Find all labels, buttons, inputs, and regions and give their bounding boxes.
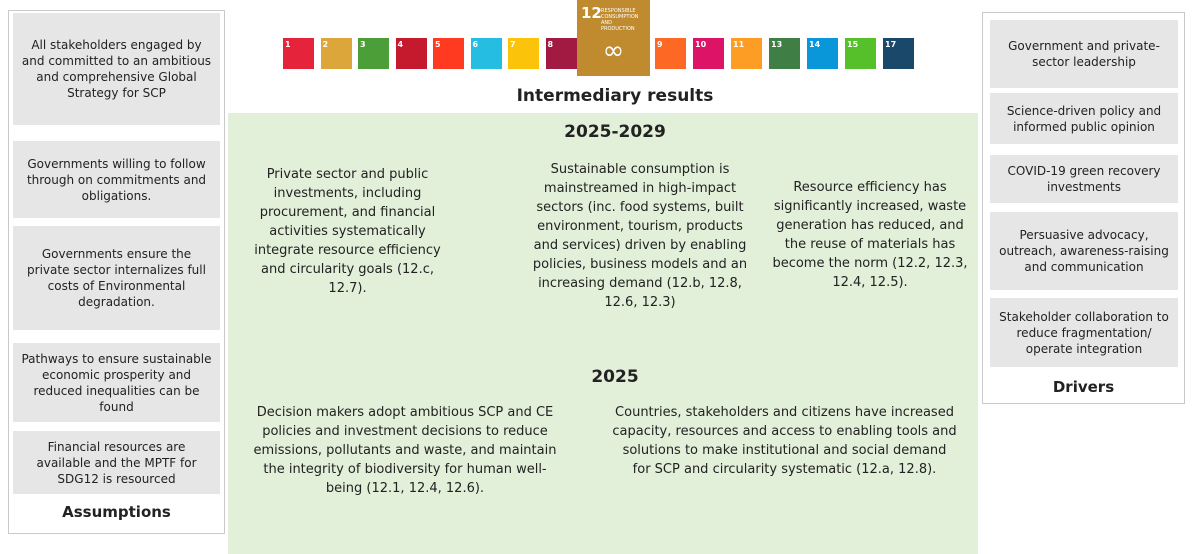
assumption-box: Financial resources are available and th… <box>13 431 220 494</box>
result-text: Private sector and public investments, i… <box>254 167 441 296</box>
driver-box: Stakeholder collaboration to reduce frag… <box>990 298 1178 367</box>
assumption-box: Pathways to ensure sustainable economic … <box>13 343 220 422</box>
results-title: Intermediary results <box>516 86 714 106</box>
period-heading: 2025-2029 <box>564 122 666 142</box>
sdg-label: RESPONSIBLE CONSUMPTION AND PRODUCTION <box>601 8 639 32</box>
sdg-symbol: ∞ <box>602 36 625 66</box>
assumption-box: Governments ensure the private sector in… <box>13 226 220 330</box>
result-text: Resource efficiency has significantly in… <box>772 180 968 290</box>
driver-box: Science-driven policy and informed publi… <box>990 93 1178 144</box>
sdg-icon: 17 <box>883 38 914 69</box>
assumption-box: All stakeholders engaged by and committe… <box>13 13 220 125</box>
sdg-icon: 15 <box>845 38 876 69</box>
drivers-title: Drivers <box>1052 378 1115 396</box>
sdg-number: 12 <box>581 4 602 22</box>
period-heading: 2025 <box>591 367 639 387</box>
sdg-icon: 10 <box>693 38 724 69</box>
assumptions-title: Assumptions <box>62 503 171 521</box>
sdg-icon: 8 <box>545 38 577 69</box>
sdg-icon: 6 <box>470 38 502 69</box>
sdg-icon: 11 <box>731 38 762 69</box>
sdg-icon: 13 <box>769 38 800 69</box>
sdg-icon: 4 <box>395 38 427 69</box>
assumption-box: Governments willing to follow through on… <box>13 141 220 218</box>
sdg-icon: 9 <box>655 38 686 69</box>
featured-sdg-icon: 12 RESPONSIBLE CONSUMPTION AND PRODUCTIO… <box>577 0 650 76</box>
results-area <box>228 113 978 554</box>
sdg-icon: 2 <box>320 38 352 69</box>
driver-box: Government and private-sector leadership <box>990 20 1178 88</box>
sdg-icon: 3 <box>358 38 389 69</box>
result-text: Countries, stakeholders and citizens hav… <box>612 405 957 477</box>
result-text: Decision makers adopt ambitious SCP and … <box>253 405 557 496</box>
sdg-icon: 1 <box>283 38 314 69</box>
driver-box: Persuasive advocacy, outreach, awareness… <box>990 212 1178 290</box>
sdg-icon: 14 <box>807 38 838 69</box>
sdg-icon: 5 <box>433 38 464 69</box>
driver-box: COVID-19 green recovery investments <box>990 155 1178 203</box>
sdg-icon: 7 <box>508 38 539 69</box>
result-text: Sustainable consumption is mainstreamed … <box>532 162 748 310</box>
